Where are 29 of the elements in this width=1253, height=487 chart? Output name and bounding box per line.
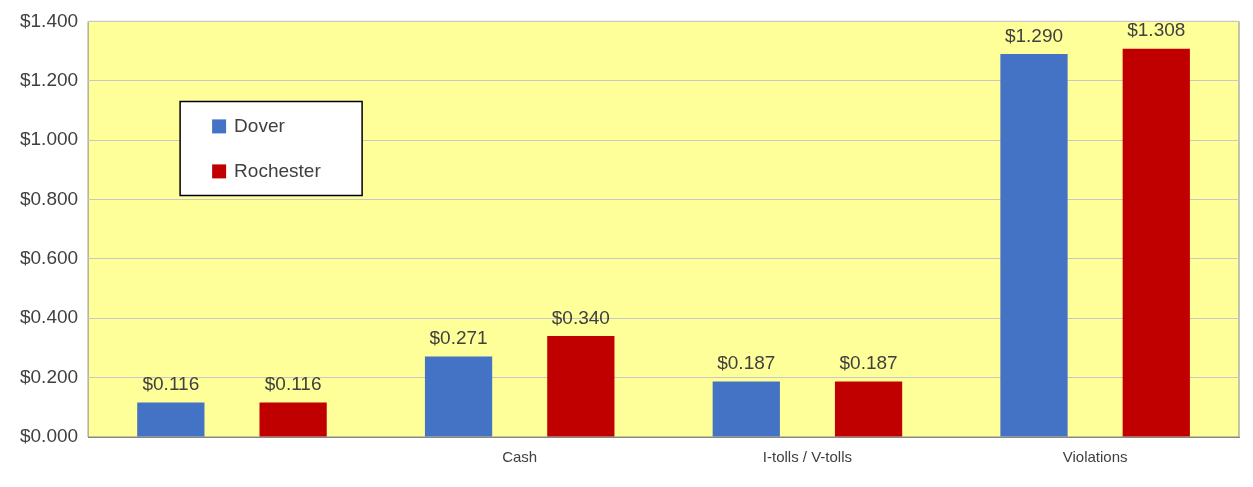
y-tick-label: $1.400: [19, 9, 79, 31]
y-tick-label: $1.000: [19, 128, 79, 150]
y-tick-label: $1.200: [19, 69, 79, 91]
bar: [137, 402, 205, 437]
bar: [1000, 54, 1068, 437]
data-label: $0.187: [839, 352, 898, 374]
y-tick-label: $0.400: [19, 306, 79, 328]
y-tick-label: $0.600: [19, 247, 79, 269]
bar: [259, 402, 327, 437]
data-label: $0.116: [142, 373, 200, 395]
bar: [424, 356, 493, 437]
legend-label: Dover: [234, 114, 286, 136]
bar: [834, 381, 903, 437]
data-label: $0.116: [264, 373, 322, 395]
data-label: $0.271: [429, 327, 488, 349]
y-tick-label: $0.800: [19, 187, 79, 209]
x-tick-label: Violations: [1062, 448, 1128, 466]
x-tick-label: Cash: [502, 448, 538, 466]
x-tick-label: I-tolls / V-tolls: [762, 448, 853, 466]
y-tick-label: $0.000: [19, 425, 79, 447]
data-label: $1.308: [1127, 19, 1186, 41]
bar: [547, 336, 615, 437]
data-label: $0.187: [717, 352, 776, 374]
data-label: $1.290: [1004, 24, 1064, 46]
data-label: $0.340: [551, 306, 610, 328]
legend-label: Rochester: [234, 159, 322, 181]
bar: [712, 381, 780, 437]
y-tick-label: $0.200: [19, 365, 79, 387]
bar: [1122, 48, 1190, 437]
